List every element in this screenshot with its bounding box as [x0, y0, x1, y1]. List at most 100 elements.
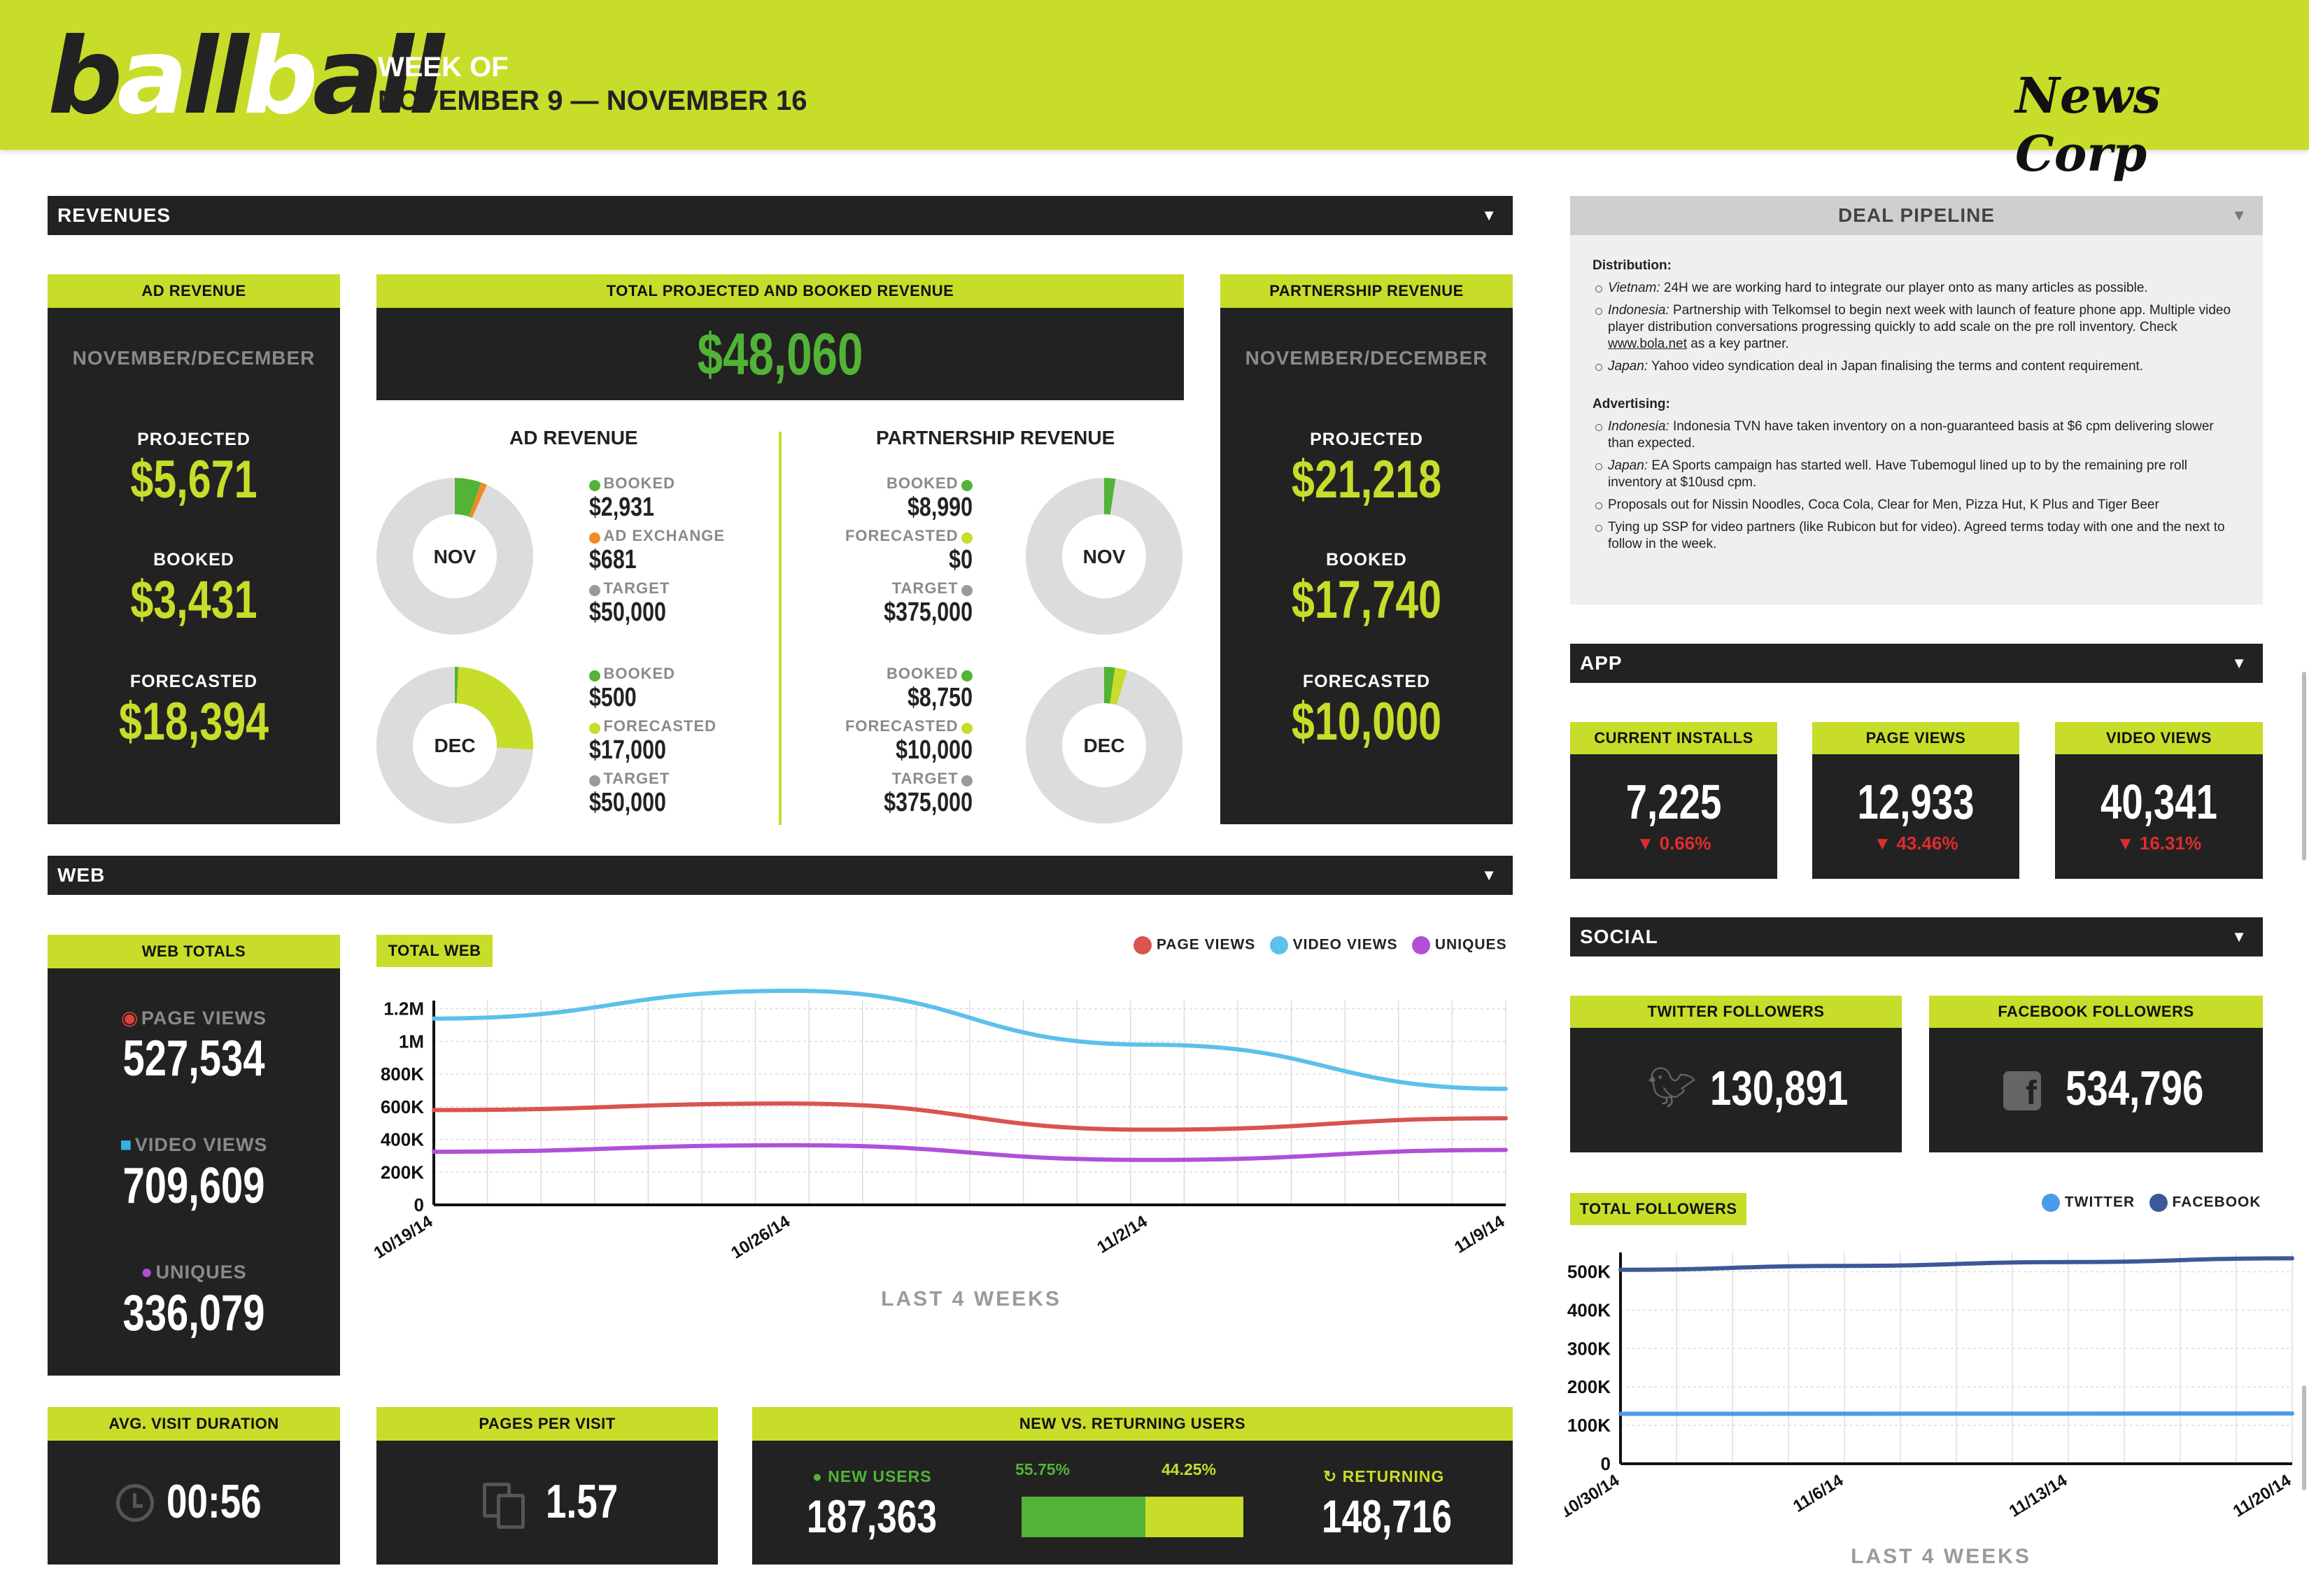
avg-visit-value: 00:56	[167, 1475, 262, 1528]
partner-booked-value: $17,740	[1291, 570, 1442, 630]
pages-icon-back	[497, 1494, 525, 1529]
app-video-views-change: ▼ 16.31%	[2116, 833, 2202, 854]
section-social[interactable]: SOCIAL ▼	[1570, 917, 2263, 956]
section-web[interactable]: WEB ▼	[48, 856, 1513, 895]
legend-item: TARGET	[589, 579, 725, 598]
donut-slice	[1104, 667, 1115, 704]
list-item: Indonesia: Partnership with Telkomsel to…	[1593, 302, 2239, 353]
y-tick-label: 600K	[381, 1096, 424, 1117]
bola-link[interactable]: www.bola.net	[1608, 337, 1688, 351]
web-totals-label: WEB TOTALS	[48, 935, 340, 968]
legend-item: FORECASTED	[805, 527, 973, 545]
new-users-bar-fill	[1022, 1497, 1145, 1537]
forecasted-dot-icon	[961, 532, 973, 544]
ad-revenue-period: NOVEMBER/DECEMBER	[72, 347, 316, 369]
collapse-caret-icon[interactable]: ▼	[2231, 654, 2247, 672]
deal-pipeline-panel: Distribution: Vietnam: 24H we are workin…	[1570, 235, 2263, 605]
collapse-caret-icon[interactable]: ▼	[2231, 928, 2247, 945]
legend-value: $500	[589, 683, 637, 712]
series-line	[1618, 1256, 2294, 1272]
list-item: Proposals out for Nissin Noodles, Coca C…	[1593, 497, 2239, 514]
twitter-bird-icon: 🐦︎	[1647, 1065, 1697, 1109]
legend-item: TARGET	[805, 770, 973, 788]
legend-label: VIDEO VIEWS	[1292, 936, 1398, 953]
facebook-followers-value: 534,796	[2066, 1061, 2204, 1115]
uniques-legend-dot-icon	[1412, 936, 1431, 954]
total-web-label: TOTAL WEB	[376, 935, 493, 967]
legend-item: BOOKED	[589, 665, 716, 683]
new-users-heading: ● NEW USERS	[812, 1467, 932, 1485]
app-page-views-label: PAGE VIEWS	[1812, 722, 2019, 754]
pages-per-visit-value: 1.57	[546, 1475, 619, 1528]
facebook-icon: f	[2003, 1071, 2041, 1112]
current-installs-panel: 7,225 ▼ 0.66%	[1570, 754, 1777, 879]
forecasted-dot-icon	[589, 722, 600, 734]
legend-item: TARGET	[805, 579, 973, 598]
video-views-heading: ■ VIDEO VIEWS	[120, 1134, 268, 1155]
section-app[interactable]: APP ▼	[1570, 644, 2263, 683]
donut-slice	[1025, 667, 1182, 824]
y-tick-label: 400K	[381, 1129, 424, 1150]
total-web-chart: 0 200K 400K 600K 800K 1M 1.2M 10/19/14 10/26/14 1…	[371, 988, 1509, 1263]
ballball-logo: ballball	[48, 16, 444, 138]
x-tick-label: 11/2/14	[1094, 1212, 1151, 1257]
video-views-value: 709,609	[122, 1158, 265, 1214]
total-followers-label: TOTAL FOLLOWERS	[1570, 1193, 1746, 1225]
ad-forecasted-label: FORECASTED	[129, 672, 258, 691]
partnership-revenue-panel: NOVEMBER/DECEMBER PROJECTED $21,218 BOOK…	[1220, 308, 1513, 824]
partner-nov-legend: BOOKED $8,990 FORECASTED $0 TARGET $375,…	[805, 474, 973, 628]
uniques-value: 336,079	[122, 1285, 265, 1341]
legend-value: $17,000	[589, 735, 666, 765]
ad-projected-value: $5,671	[130, 450, 257, 509]
legend-value: $50,000	[589, 788, 666, 817]
ad-dec-legend: BOOKED $500 FORECASTED $17,000 TARGET $5…	[589, 665, 716, 818]
x-tick-label: 10/30/14	[1565, 1471, 1623, 1522]
video-views-legend-dot-icon	[1269, 936, 1288, 954]
partner-donuts-title: PARTNERSHIP REVENUE	[876, 427, 1115, 449]
collapse-caret-icon[interactable]: ▼	[2231, 206, 2247, 224]
donut-slice	[456, 667, 533, 750]
down-arrow-icon: ▼	[2116, 833, 2135, 854]
page-views-legend-dot-icon	[1134, 936, 1152, 954]
newscorp-logo: News Corp	[2015, 66, 2161, 183]
list-item: Indonesia: Indonesia TVN have taken inve…	[1593, 418, 2239, 452]
list-item: Japan: EA Sports campaign has started we…	[1593, 458, 2239, 491]
new-vs-returning-panel: ● NEW USERS 187,363 55.75% 44.25% ↻ RETU…	[752, 1441, 1513, 1565]
week-range: NOVEMBER 9 — NOVEMBER 16	[378, 85, 807, 116]
series-line	[432, 1143, 1508, 1162]
y-tick-label: 400K	[1567, 1299, 1611, 1320]
donut-slice	[1026, 478, 1183, 635]
app-page-views-change: ▼ 43.46%	[1873, 833, 1958, 854]
ad-booked-value: $3,431	[130, 570, 257, 630]
legend-item: BOOKED	[805, 474, 973, 493]
legend-value: $375,000	[884, 788, 973, 817]
legend-value: $10,000	[896, 735, 973, 765]
legend-item: FORECASTED	[805, 717, 973, 735]
section-revenues[interactable]: REVENUES ▼	[48, 196, 1513, 235]
booked-dot-icon	[589, 479, 600, 491]
donut-slice	[469, 482, 488, 518]
partner-projected-value: $21,218	[1291, 450, 1442, 509]
current-installs-change: ▼ 0.66%	[1636, 833, 1711, 854]
scrollbar-thumb-lower[interactable]	[2302, 1385, 2306, 1490]
ad-nov-legend: BOOKED $2,931 AD EXCHANGE $681 TARGET $5…	[589, 474, 725, 628]
scrollbar-thumb[interactable]	[2302, 672, 2306, 861]
y-tick-label: 1.2M	[383, 998, 424, 1019]
pages-per-visit-label: PAGES PER VISIT	[376, 1407, 718, 1441]
collapse-caret-icon[interactable]: ▼	[1481, 206, 1497, 224]
y-tick-label: 800K	[381, 1064, 424, 1085]
legend-label: TWITTER	[2064, 1194, 2135, 1210]
down-arrow-icon: ▼	[1636, 833, 1655, 854]
legend-value: $2,931	[589, 493, 654, 522]
returning-pct: 44.25%	[1161, 1460, 1217, 1478]
collapse-caret-icon[interactable]: ▼	[1481, 866, 1497, 884]
section-title: DEAL PIPELINE	[1837, 204, 1996, 226]
legend-item: BOOKED	[589, 474, 725, 493]
ad-exchange-dot-icon	[589, 532, 600, 544]
section-deal-pipeline[interactable]: DEAL PIPELINE ▼	[1570, 196, 2263, 235]
x-tick-label: 11/9/14	[1451, 1212, 1509, 1257]
ad-booked-label: BOOKED	[153, 550, 234, 570]
legend-label: PAGE VIEWS	[1156, 936, 1256, 953]
total-followers-legend: TWITTER FACEBOOK	[2042, 1194, 2261, 1212]
total-web-footer: LAST 4 WEEKS	[881, 1287, 1061, 1311]
